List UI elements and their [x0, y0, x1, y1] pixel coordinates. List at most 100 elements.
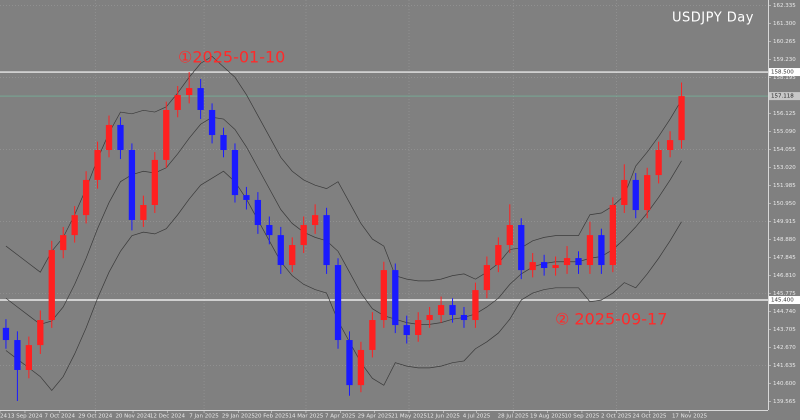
bollinger-band	[5, 55, 682, 282]
x-tick-label: 21 May 2025	[391, 414, 427, 420]
candle-body	[266, 225, 273, 236]
y-tick-label: 149.915	[773, 219, 796, 225]
candle-body	[403, 325, 410, 335]
y-tick-label: 153.020	[773, 165, 796, 171]
candle-body	[380, 270, 387, 321]
candle-body	[254, 199, 262, 226]
x-tick-label: 24 Oct 2025	[632, 414, 667, 420]
candle-body	[449, 305, 456, 315]
candle-body	[472, 290, 479, 321]
candle-body	[495, 245, 502, 266]
y-tick-label: 154.055	[773, 147, 796, 153]
y-tick-label: 159.230	[773, 57, 796, 63]
candle-body	[208, 109, 216, 136]
candle-body	[82, 179, 90, 216]
level-label-box	[769, 68, 800, 77]
candle-body	[563, 258, 571, 266]
y-tick-label: 162.335	[773, 3, 796, 9]
candle-body	[151, 159, 158, 205]
candle-body	[506, 225, 513, 246]
candle-body	[540, 262, 548, 268]
x-tick-label: 29 Apr 2025	[358, 414, 393, 420]
candle-body	[14, 340, 21, 370]
x-tick-label: 14 Mar 2025	[289, 414, 324, 420]
candle-body	[632, 179, 639, 211]
y-tick-label: 140.600	[773, 381, 796, 387]
candle-body	[586, 235, 594, 266]
candle-body	[105, 124, 113, 151]
y-tick-label: 146.810	[773, 273, 796, 279]
level-label: 145.400	[771, 298, 794, 304]
candle-body	[323, 215, 330, 266]
current-price-box	[769, 92, 800, 101]
annotation: ② 2025-09-17	[555, 310, 667, 329]
candle-body	[346, 340, 353, 386]
candle-body	[243, 195, 250, 200]
candle-body	[71, 215, 78, 236]
x-tick-label: 10 Sep 2025	[564, 414, 599, 420]
annotation: ①2025-01-10	[178, 48, 285, 67]
x-tick-label: 13 Sep 2024	[8, 414, 43, 420]
candle-body	[357, 349, 365, 386]
candle-body	[25, 345, 33, 370]
bollinger-band	[5, 170, 682, 392]
y-tick-label: 151.985	[773, 183, 796, 189]
candle-body	[644, 175, 651, 211]
x-tick-label: 4 Jul 2025	[463, 414, 491, 420]
y-tick-label: 161.300	[773, 21, 796, 27]
y-tick-label: 145.775	[773, 291, 796, 297]
chart-title: USDJPY Day	[672, 11, 754, 26]
candle-body	[289, 245, 296, 266]
candle-body	[552, 265, 559, 268]
x-tick-label: 12 Jun 2025	[427, 414, 461, 420]
candle-body	[426, 314, 433, 321]
candle-body	[220, 135, 227, 151]
x-tick-label: 12 Dec 2024	[150, 414, 186, 420]
candle-body	[60, 235, 67, 251]
x-tick-label: 7 Jan 2025	[189, 414, 219, 420]
candle-body	[48, 250, 55, 321]
candle-body	[163, 109, 170, 160]
candle-body	[197, 88, 204, 110]
candle-body	[186, 88, 193, 96]
x-tick-label: 20 Nov 2024	[115, 414, 151, 420]
level-label-box	[769, 296, 800, 305]
candle-body	[666, 140, 674, 151]
candle-body	[311, 215, 319, 226]
candle-body	[621, 179, 628, 205]
y-tick-label: 150.950	[773, 201, 796, 207]
candle-body	[575, 258, 582, 266]
candle-body	[300, 225, 307, 246]
x-tick-label: 7 Apr 2025	[325, 414, 356, 420]
y-tick-label: 148.880	[773, 237, 796, 243]
x-tick-label: 29 Jan 2025	[222, 414, 255, 420]
y-tick-label: 147.845	[773, 255, 796, 261]
candle-body	[678, 96, 685, 141]
x-tick-label: 19 Aug 2025	[530, 414, 566, 420]
x-tick-label: 2 Oct 2025	[601, 414, 632, 420]
x-tick-label: 17 Nov 2025	[672, 414, 708, 420]
x-tick-label: 20 Feb 2025	[254, 414, 289, 420]
candle-body	[415, 320, 422, 335]
candle-body	[94, 150, 101, 180]
candle-body	[655, 150, 662, 176]
candle-body	[392, 270, 399, 326]
y-tick-label: 143.705	[773, 327, 796, 333]
x-tick-label: 29 Oct 2024	[78, 414, 113, 420]
y-tick-label: 141.635	[773, 363, 796, 369]
candle-body	[518, 225, 525, 271]
candle-body	[334, 265, 342, 341]
y-tick-label: 144.740	[773, 309, 796, 315]
x-tick-label: 24	[0, 414, 7, 420]
candle-body	[369, 320, 376, 350]
y-tick-label: 156.125	[773, 111, 796, 117]
current-price-label: 157.118	[771, 94, 794, 100]
candle-body	[2, 327, 10, 341]
candle-body	[529, 262, 536, 271]
level-label: 158.500	[771, 70, 794, 76]
candle-body	[277, 235, 284, 266]
y-tick-label: 139.565	[773, 399, 796, 405]
candle-body	[117, 124, 124, 151]
candle-body	[483, 265, 491, 291]
